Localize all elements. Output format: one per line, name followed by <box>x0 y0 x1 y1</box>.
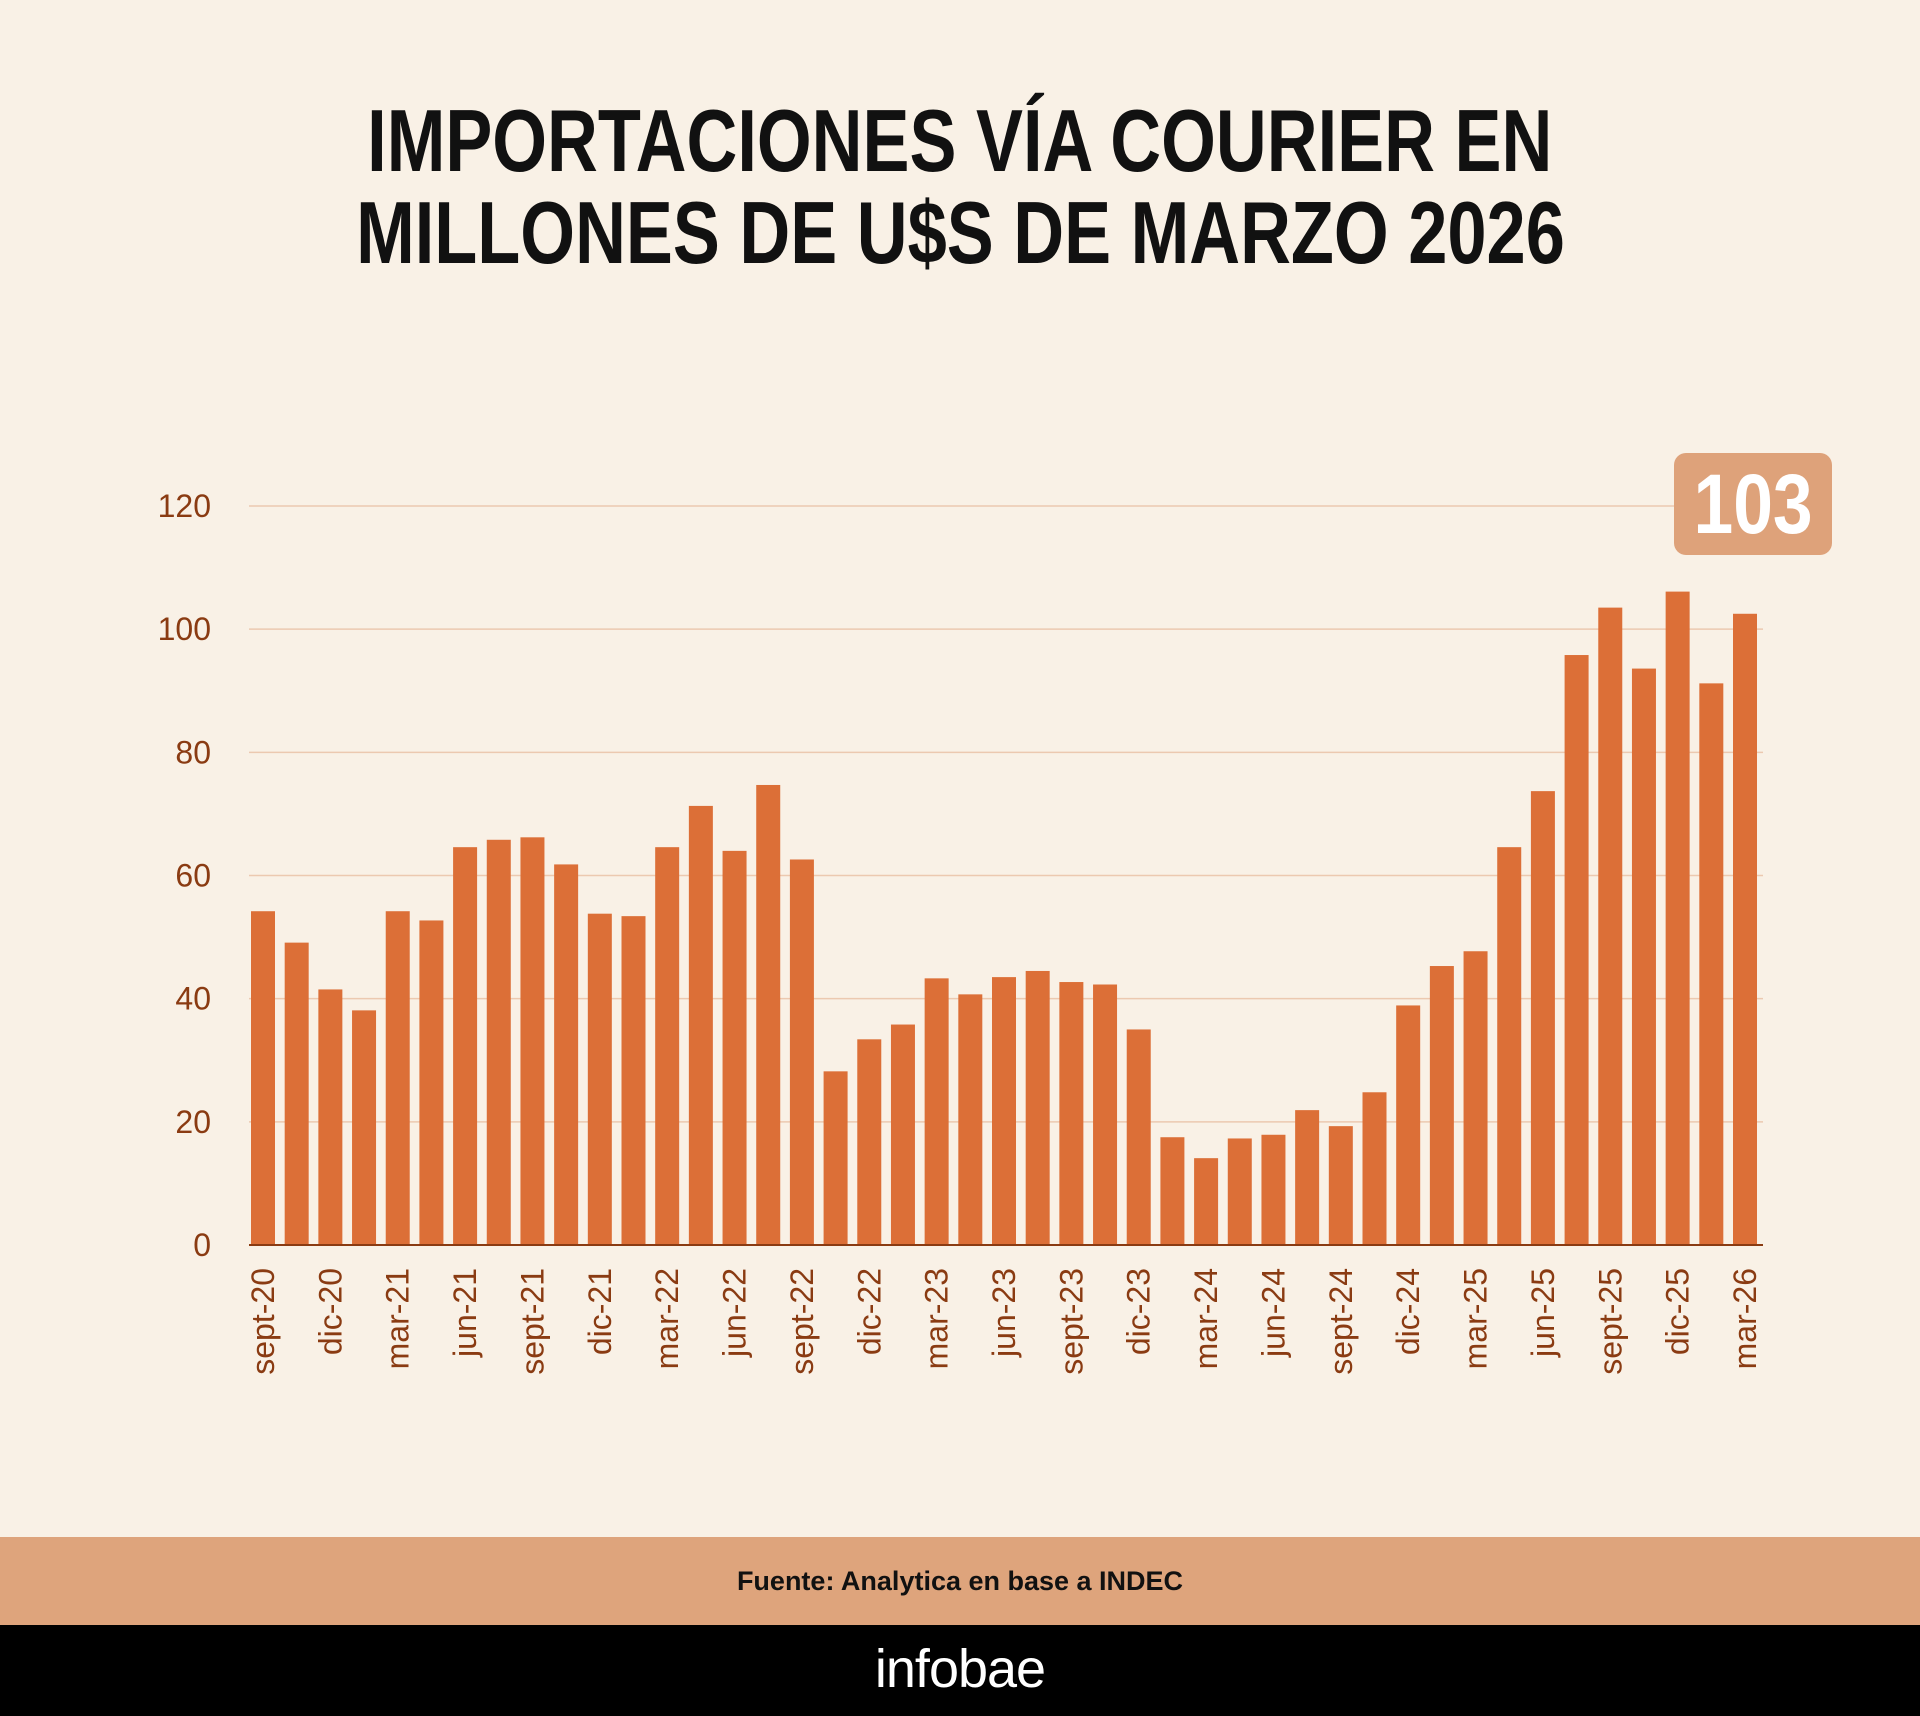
source-note: Fuente: Analytica en base a INDEC <box>0 1537 1920 1625</box>
bar <box>789 859 814 1245</box>
x-tick-label: jun-23 <box>986 1268 1022 1358</box>
bar <box>1160 1137 1185 1245</box>
bar <box>486 839 511 1245</box>
bar <box>621 916 646 1245</box>
x-tick-label: sept-25 <box>1592 1268 1628 1375</box>
bar <box>958 994 983 1245</box>
bar <box>992 977 1016 1245</box>
x-tick-label: mar-23 <box>919 1268 955 1369</box>
bar <box>655 847 680 1245</box>
title-line-1: IMPORTACIONES VÍA COURIER EN <box>367 91 1553 190</box>
bar <box>554 864 579 1245</box>
x-tick-label: sept-20 <box>245 1268 281 1375</box>
chart-title: IMPORTACIONES VÍA COURIER EN MILLONES DE… <box>0 95 1920 279</box>
bar <box>1429 966 1454 1245</box>
y-tick-label: 100 <box>158 611 211 647</box>
x-tick-label: mar-21 <box>380 1268 416 1369</box>
x-tick-label: mar-24 <box>1188 1268 1224 1369</box>
bar <box>823 1071 848 1245</box>
bar <box>1059 982 1084 1245</box>
bar <box>1463 951 1488 1245</box>
bar <box>1497 847 1522 1245</box>
bar <box>890 1024 915 1245</box>
bar <box>1362 1092 1387 1245</box>
bar <box>1261 1134 1286 1245</box>
x-tick-label: dic-22 <box>851 1268 887 1355</box>
bar <box>587 913 612 1245</box>
bar <box>1396 1005 1421 1245</box>
x-tick-label: sept-23 <box>1053 1268 1089 1375</box>
bar <box>251 911 275 1245</box>
bar <box>352 1010 377 1245</box>
x-tick-label: dic-21 <box>582 1268 618 1355</box>
y-tick-label: 20 <box>175 1104 211 1140</box>
bar <box>1665 591 1690 1245</box>
bar <box>520 837 545 1245</box>
bar <box>1631 668 1656 1245</box>
x-tick-label: jun-25 <box>1525 1268 1561 1358</box>
bar <box>688 805 713 1245</box>
bar <box>1194 1158 1219 1245</box>
y-tick-label: 60 <box>175 858 211 894</box>
title-line-2: MILLONES DE U$S DE MARZO 2026 <box>355 183 1565 282</box>
bar <box>1328 1126 1353 1245</box>
latest-value-badge: 103 <box>1674 453 1832 555</box>
bar <box>1227 1138 1252 1245</box>
y-tick-label: 0 <box>193 1227 211 1263</box>
bar <box>284 942 309 1245</box>
y-tick-label: 120 <box>158 488 211 524</box>
bar <box>1295 1110 1320 1245</box>
bar <box>419 920 444 1245</box>
x-tick-label: mar-22 <box>649 1268 685 1369</box>
x-tick-label: sept-22 <box>784 1268 820 1375</box>
x-tick-label: sept-24 <box>1323 1268 1359 1375</box>
bar <box>1093 984 1118 1245</box>
x-tick-label: sept-21 <box>514 1268 550 1375</box>
x-tick-label: dic-25 <box>1660 1268 1696 1355</box>
bar <box>453 847 478 1245</box>
bar <box>1126 1029 1151 1245</box>
bar <box>1564 655 1589 1245</box>
y-tick-label: 80 <box>175 734 211 770</box>
y-tick-label: 40 <box>175 981 211 1017</box>
bar <box>1530 791 1555 1245</box>
x-tick-label: dic-23 <box>1121 1268 1157 1355</box>
x-tick-label: jun-22 <box>717 1268 753 1358</box>
x-tick-label: mar-26 <box>1727 1268 1763 1369</box>
x-tick-label: jun-21 <box>447 1268 483 1358</box>
x-tick-label: dic-24 <box>1390 1268 1426 1355</box>
bar <box>385 911 410 1245</box>
x-tick-label: mar-25 <box>1458 1268 1494 1369</box>
bar <box>318 989 343 1245</box>
bar <box>1699 683 1724 1245</box>
bar <box>1733 613 1757 1245</box>
bar <box>924 978 949 1245</box>
x-tick-label: jun-24 <box>1255 1268 1291 1358</box>
bar <box>722 850 747 1245</box>
bar <box>1598 607 1623 1245</box>
infobae-logo: infobae <box>0 1625 1920 1716</box>
x-tick-label: dic-20 <box>312 1268 348 1355</box>
bar <box>756 784 781 1245</box>
bar <box>1025 970 1050 1245</box>
bar-chart: 0 20 40 60 80 100 120 sept-20 dic-20 mar-21 jun-21… <box>158 488 1763 1375</box>
bar <box>857 1039 882 1245</box>
